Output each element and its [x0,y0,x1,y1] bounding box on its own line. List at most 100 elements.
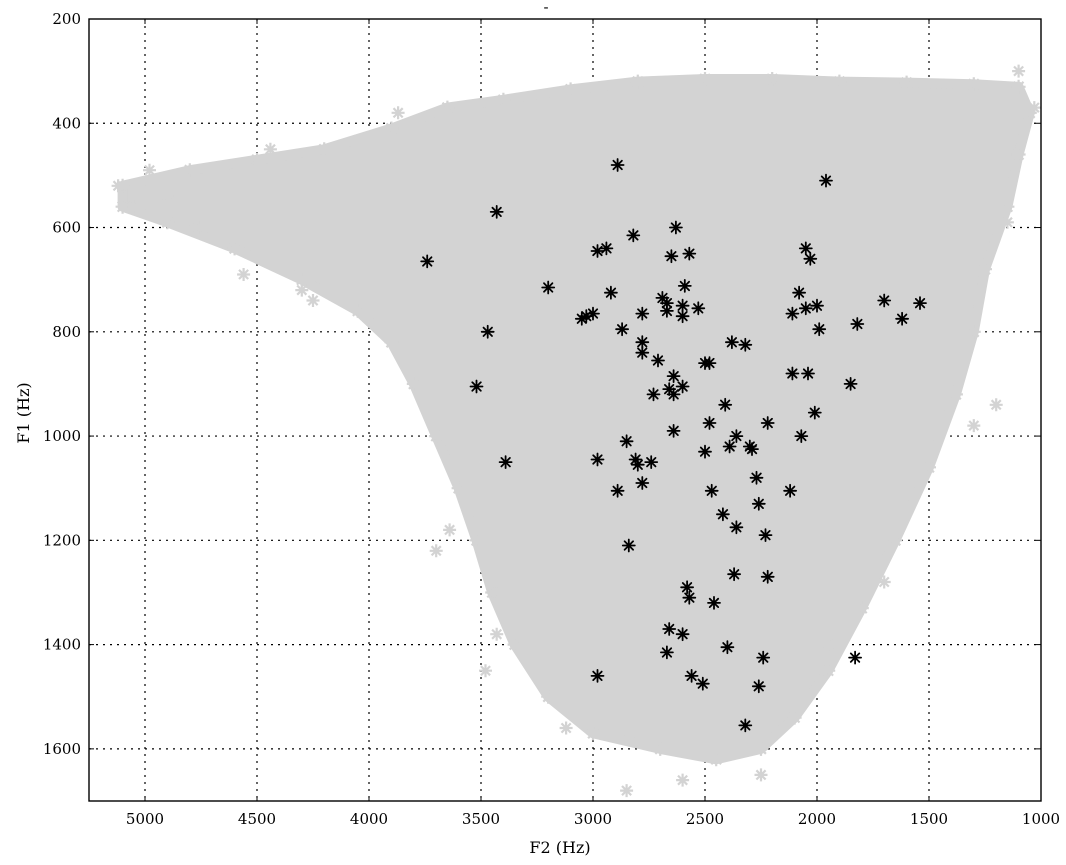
background-point [443,523,457,537]
background-point [821,638,835,652]
y-tick-label: 1200 [43,531,81,549]
data-point [675,298,690,313]
background-point [765,72,780,86]
data-point [489,205,504,219]
data-point [810,298,824,313]
background-point [978,262,992,277]
background-point [922,460,936,475]
background-point [451,481,466,496]
x-tick-label: 1500 [910,810,948,828]
background-point [787,710,802,725]
data-point [675,309,690,324]
data-point [794,429,809,443]
data-point [628,452,643,467]
background-point [384,121,399,136]
data-point [604,285,618,300]
background-point [832,74,847,89]
data-point [702,356,717,370]
y-tick-label: 1000 [43,427,81,445]
data-point [586,306,600,321]
data-point [758,528,773,542]
data-point [718,397,733,412]
data-point [749,470,764,485]
background-point [115,199,130,214]
data-point [722,439,737,454]
background-point [160,189,174,203]
background-point [469,533,484,548]
background-point [709,752,724,767]
data-point [682,590,697,605]
background-point [127,200,141,214]
background-point [250,152,264,167]
data-point [480,324,495,339]
data-point [660,296,674,310]
data-point [635,476,650,490]
data-point [646,387,661,402]
data-point [666,424,681,438]
data-point [574,311,589,326]
background-point [479,664,492,678]
chart-title: - [543,0,548,16]
data-point [675,379,690,394]
background-point [1000,199,1015,214]
data-point [635,306,650,321]
data-point [716,507,730,522]
background-point [490,627,504,641]
x-tick-label: 2500 [686,810,724,828]
x-tick-label: 2000 [798,810,836,828]
axis-ticks: 5000 4500 4000 3500 3000 2500 2000 1500 1000 200 4… [43,10,1060,828]
data-point [720,640,735,655]
data-point [662,382,677,396]
data-point [666,369,681,383]
data-point [895,311,909,326]
data-point [819,173,833,188]
data-point [684,669,699,683]
y-tick-label: 1600 [43,740,81,758]
data-point [675,627,690,642]
data-point [498,455,513,469]
background-point [754,741,768,756]
data-point [660,645,674,660]
data-point [785,306,800,321]
background-point [620,784,634,798]
data-point [729,429,744,443]
data-point [798,301,813,316]
data-point [843,377,858,391]
data-point [848,650,862,665]
background-point [877,575,891,589]
data-point [664,249,679,264]
background-point [948,387,963,402]
data-point [798,241,813,256]
data-point [913,296,927,310]
background-point [192,221,206,234]
data-point [704,483,719,498]
background-point [653,741,668,756]
data-point [792,285,806,300]
data-point [610,483,625,498]
data-point [745,442,759,456]
data-point [651,353,665,368]
background-point [966,77,981,92]
data-point [630,457,645,472]
highlighted-series [420,158,927,733]
background-point [182,163,197,178]
data-point [610,158,625,172]
x-tick-label: 5000 [126,810,164,828]
data-point [669,220,683,235]
data-point [785,366,800,381]
data-point [801,366,815,381]
data-point [783,483,797,498]
data-point [760,416,775,430]
data-point [760,569,775,584]
data-point [682,246,697,261]
background-point [295,283,309,297]
background-point [586,726,600,741]
y-tick-label: 1400 [43,636,81,654]
background-point [967,419,981,433]
data-point [850,317,865,331]
data-point [738,718,753,733]
background-point [1011,147,1026,162]
x-axis-title: F2 (Hz) [529,838,590,857]
data-point [635,335,650,350]
data-point [807,405,822,420]
